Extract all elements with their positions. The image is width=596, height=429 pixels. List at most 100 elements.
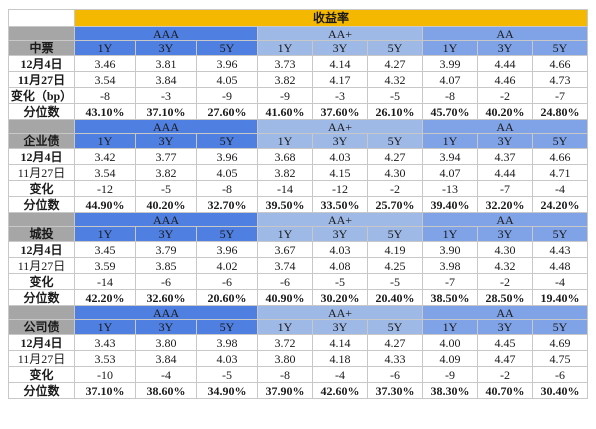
table-row: 变化 -14 -6 -6 -6 -5 -5 -7 -2 -4 <box>8 273 588 290</box>
value-cell: 40.20% <box>135 196 197 213</box>
tenor-label: 1Y <box>422 133 478 149</box>
value-cell: 4.32 <box>477 257 533 274</box>
section-corner <box>8 119 75 134</box>
group-label: AA <box>422 119 588 134</box>
value-cell: -8 <box>257 366 313 383</box>
value-cell: 24.80% <box>532 103 588 120</box>
group-label: AA+ <box>257 212 423 227</box>
value-cell: 34.90% <box>196 382 258 399</box>
value-cell: -7 <box>532 87 588 104</box>
tenor-label: 5Y <box>367 40 423 56</box>
value-cell: 3.96 <box>196 241 258 258</box>
value-cell: -3 <box>312 87 368 104</box>
value-cell: 4.30 <box>477 241 533 258</box>
table-row: 12月4日 3.45 3.79 3.96 3.67 4.03 4.19 3.90 4.30 4.4… <box>8 241 588 258</box>
value-cell: 4.18 <box>312 350 368 367</box>
value-cell: 19.40% <box>532 289 588 306</box>
value-cell: 4.14 <box>312 55 368 72</box>
tenor-label: 3Y <box>135 133 197 149</box>
value-cell: -3 <box>135 87 197 104</box>
row-label: 分位数 <box>8 196 75 213</box>
table-row: 分位数 37.10% 38.60% 34.90% 37.90% 42.60% 37.30% 3… <box>8 382 588 399</box>
value-cell: 20.40% <box>367 289 423 306</box>
table-row: 12月4日 3.42 3.77 3.96 3.68 4.03 4.27 3.94 4.37 4.6… <box>8 148 588 165</box>
value-cell: -5 <box>196 366 258 383</box>
row-label: 12月4日 <box>8 55 75 72</box>
tenor-label: 3Y <box>312 40 368 56</box>
tenor-label: 5Y <box>196 133 258 149</box>
tenor-label: 1Y <box>74 319 136 335</box>
value-cell: 4.14 <box>312 334 368 351</box>
value-cell: 3.43 <box>74 334 136 351</box>
value-cell: 3.84 <box>135 71 197 88</box>
row-label: 变化 <box>8 366 75 383</box>
group-header-row: AAA AA+ AA <box>8 305 588 320</box>
row-label: 分位数 <box>8 289 75 306</box>
value-cell: 40.90% <box>257 289 313 306</box>
row-label: 变化 <box>8 273 75 290</box>
value-cell: 3.90 <box>422 241 478 258</box>
value-cell: -7 <box>422 273 478 290</box>
value-cell: 3.81 <box>135 55 197 72</box>
value-cell: 3.67 <box>257 241 313 258</box>
row-label: 12月4日 <box>8 334 75 351</box>
tenor-label: 3Y <box>477 319 533 335</box>
value-cell: 3.96 <box>196 55 258 72</box>
tenor-label: 5Y <box>196 319 258 335</box>
value-cell: 42.60% <box>312 382 368 399</box>
value-cell: 32.70% <box>196 196 258 213</box>
value-cell: 3.80 <box>257 350 313 367</box>
value-cell: -8 <box>422 87 478 104</box>
value-cell: 4.43 <box>532 241 588 258</box>
value-cell: 4.66 <box>532 55 588 72</box>
group-label: AA <box>422 305 588 320</box>
value-cell: 37.90% <box>257 382 313 399</box>
value-cell: 3.73 <box>257 55 313 72</box>
value-cell: 25.70% <box>367 196 423 213</box>
tenor-label: 1Y <box>422 319 478 335</box>
value-cell: -5 <box>367 87 423 104</box>
tenor-label: 1Y <box>422 226 478 242</box>
tenor-header-row: 中票 1Y 3Y 5Y 1Y 3Y 5Y 1Y 3Y 5Y <box>8 40 588 56</box>
value-cell: 3.82 <box>257 71 313 88</box>
value-cell: 3.79 <box>135 241 197 258</box>
value-cell: 24.20% <box>532 196 588 213</box>
value-cell: 3.74 <box>257 257 313 274</box>
value-cell: -4 <box>135 366 197 383</box>
value-cell: -4 <box>532 180 588 197</box>
value-cell: 38.50% <box>422 289 478 306</box>
value-cell: 39.40% <box>422 196 478 213</box>
value-cell: 45.70% <box>422 103 478 120</box>
row-label: 11月27日 <box>8 257 75 274</box>
value-cell: 4.00 <box>422 334 478 351</box>
value-cell: 3.45 <box>74 241 136 258</box>
value-cell: 4.19 <box>367 241 423 258</box>
tenor-label: 5Y <box>367 133 423 149</box>
tenor-label: 1Y <box>74 40 136 56</box>
tenor-label: 3Y <box>477 226 533 242</box>
value-cell: 4.32 <box>367 71 423 88</box>
tenor-label: 3Y <box>477 40 533 56</box>
value-cell: 4.69 <box>532 334 588 351</box>
value-cell: 30.20% <box>312 289 368 306</box>
tenor-header-row: 公司债 1Y 3Y 5Y 1Y 3Y 5Y 1Y 3Y 5Y <box>8 319 588 335</box>
value-cell: 4.27 <box>367 55 423 72</box>
value-cell: -8 <box>74 87 136 104</box>
value-cell: -6 <box>257 273 313 290</box>
value-cell: 39.50% <box>257 196 313 213</box>
section-corner <box>8 212 75 227</box>
group-label: AAA <box>74 26 258 41</box>
tenor-label: 1Y <box>74 226 136 242</box>
value-cell: 32.60% <box>135 289 197 306</box>
value-cell: 3.99 <box>422 55 478 72</box>
value-cell: 4.03 <box>312 148 368 165</box>
value-cell: 4.71 <box>532 164 588 181</box>
tenor-label: 3Y <box>312 226 368 242</box>
row-label: 12月4日 <box>8 241 75 258</box>
tenor-label: 5Y <box>367 226 423 242</box>
value-cell: 4.03 <box>196 350 258 367</box>
tenor-label: 5Y <box>532 40 588 56</box>
value-cell: 3.94 <box>422 148 478 165</box>
table-row: 分位数 44.90% 40.20% 32.70% 39.50% 33.50% 25.70% 3… <box>8 196 588 213</box>
value-cell: 40.20% <box>477 103 533 120</box>
